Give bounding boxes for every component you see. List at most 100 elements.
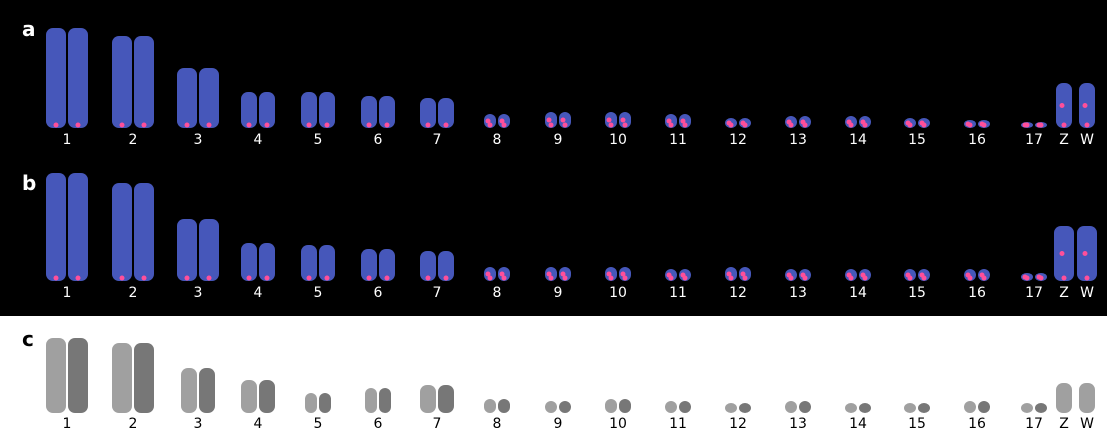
telomere-signal	[367, 276, 372, 281]
chromosome-number: 8	[493, 416, 502, 432]
chromosome	[68, 338, 88, 413]
telomere-signal	[385, 123, 390, 128]
chromosome-number: 12	[729, 416, 747, 432]
telomere-signal	[486, 119, 491, 124]
telomere-signal	[76, 276, 81, 281]
chromosome	[134, 183, 154, 281]
chromosome	[46, 338, 66, 413]
telomere-signal	[265, 123, 270, 128]
telomere-signal	[847, 273, 852, 278]
telomere-signal	[667, 273, 672, 278]
chromosome-number: 10	[609, 132, 627, 148]
chromosome	[665, 401, 677, 413]
telomere-signal	[486, 272, 491, 277]
telomere-signal	[1062, 276, 1067, 281]
chromosome	[1079, 383, 1095, 413]
telomere-signal	[667, 119, 672, 124]
telomere-signal	[307, 123, 312, 128]
telomere-signal	[1083, 103, 1088, 108]
telomere-signal	[185, 123, 190, 128]
chromosome	[904, 403, 916, 413]
chromosome	[605, 399, 617, 413]
telomere-signal	[120, 276, 125, 281]
telomere-signal	[861, 120, 866, 125]
telomere-signal	[1083, 251, 1088, 256]
telomere-signal	[727, 121, 732, 126]
telomere-signal	[966, 273, 971, 278]
telomere-signal	[609, 123, 614, 128]
telomere-signal	[741, 272, 746, 277]
telomere-signal	[142, 123, 147, 128]
chromosome-number: 6	[374, 416, 383, 432]
chromosome	[559, 401, 571, 413]
telomere-signal	[307, 276, 312, 281]
telomere-signal	[54, 123, 59, 128]
telomere-signal	[1060, 103, 1065, 108]
chromosome-number: 13	[789, 132, 807, 148]
chromosome-number: 17	[1025, 132, 1043, 148]
chromosome-number: 2	[129, 285, 138, 301]
telomere-signal	[1023, 275, 1028, 280]
chromosome-number: 12	[729, 132, 747, 148]
chromosome	[259, 243, 275, 281]
chromosome-number: 14	[849, 285, 867, 301]
chromosome-number: 17	[1025, 416, 1043, 432]
chromosome	[1035, 403, 1047, 413]
chromosome-number: 14	[849, 416, 867, 432]
telomere-signal	[621, 272, 626, 277]
telomere-signal	[207, 123, 212, 128]
chromosome	[68, 173, 88, 281]
telomere-signal	[549, 123, 554, 128]
telomere-signal	[547, 118, 552, 123]
telomere-signal	[787, 273, 792, 278]
chromosome-number: 3	[194, 416, 203, 432]
chromosome-number: 14	[849, 132, 867, 148]
chromosome-number: 17	[1025, 285, 1043, 301]
telomere-signal	[1085, 123, 1090, 128]
chromosome-number: 15	[908, 132, 926, 148]
telomere-signal	[444, 123, 449, 128]
telomere-signal	[265, 276, 270, 281]
chromosome	[199, 219, 219, 281]
telomere-signal	[681, 273, 686, 278]
chromosome-number: 9	[554, 132, 563, 148]
chromosome	[859, 403, 871, 413]
telomere-signal	[861, 273, 866, 278]
chromosome-number: 6	[374, 132, 383, 148]
telomere-signal	[847, 120, 852, 125]
chromosome-number: W	[1080, 416, 1094, 432]
chromosome	[241, 380, 257, 413]
telomere-signal	[385, 276, 390, 281]
telomere-signal	[920, 273, 925, 278]
chromosome	[845, 403, 857, 413]
chromosome	[498, 399, 510, 413]
chromosome	[978, 401, 990, 413]
telomere-signal	[325, 276, 330, 281]
chromosome-number: 7	[433, 416, 442, 432]
chromosome	[438, 385, 454, 413]
telomere-signal	[1062, 123, 1067, 128]
chromosome-number: W	[1080, 285, 1094, 301]
telomere-signal	[607, 118, 612, 123]
chromosome	[134, 36, 154, 128]
chromosome	[134, 343, 154, 413]
chromosome	[1021, 403, 1033, 413]
chromosome-number: 8	[493, 285, 502, 301]
chromosome-number: 10	[609, 285, 627, 301]
chromosome-number: Z	[1059, 285, 1069, 301]
telomere-signal	[801, 273, 806, 278]
telomere-signal	[980, 122, 985, 127]
telomere-signal	[741, 121, 746, 126]
panel-label: c	[22, 327, 34, 351]
chromosome-number: 7	[433, 285, 442, 301]
chromosome	[785, 401, 797, 413]
chromosome	[319, 393, 331, 413]
telomere-signal	[980, 273, 985, 278]
chromosome	[112, 343, 132, 413]
chromosome	[68, 28, 88, 128]
telomere-signal	[76, 123, 81, 128]
telomere-signal	[54, 276, 59, 281]
chromosome	[420, 385, 436, 413]
chromosome	[739, 403, 751, 413]
chromosome-number: 12	[729, 285, 747, 301]
